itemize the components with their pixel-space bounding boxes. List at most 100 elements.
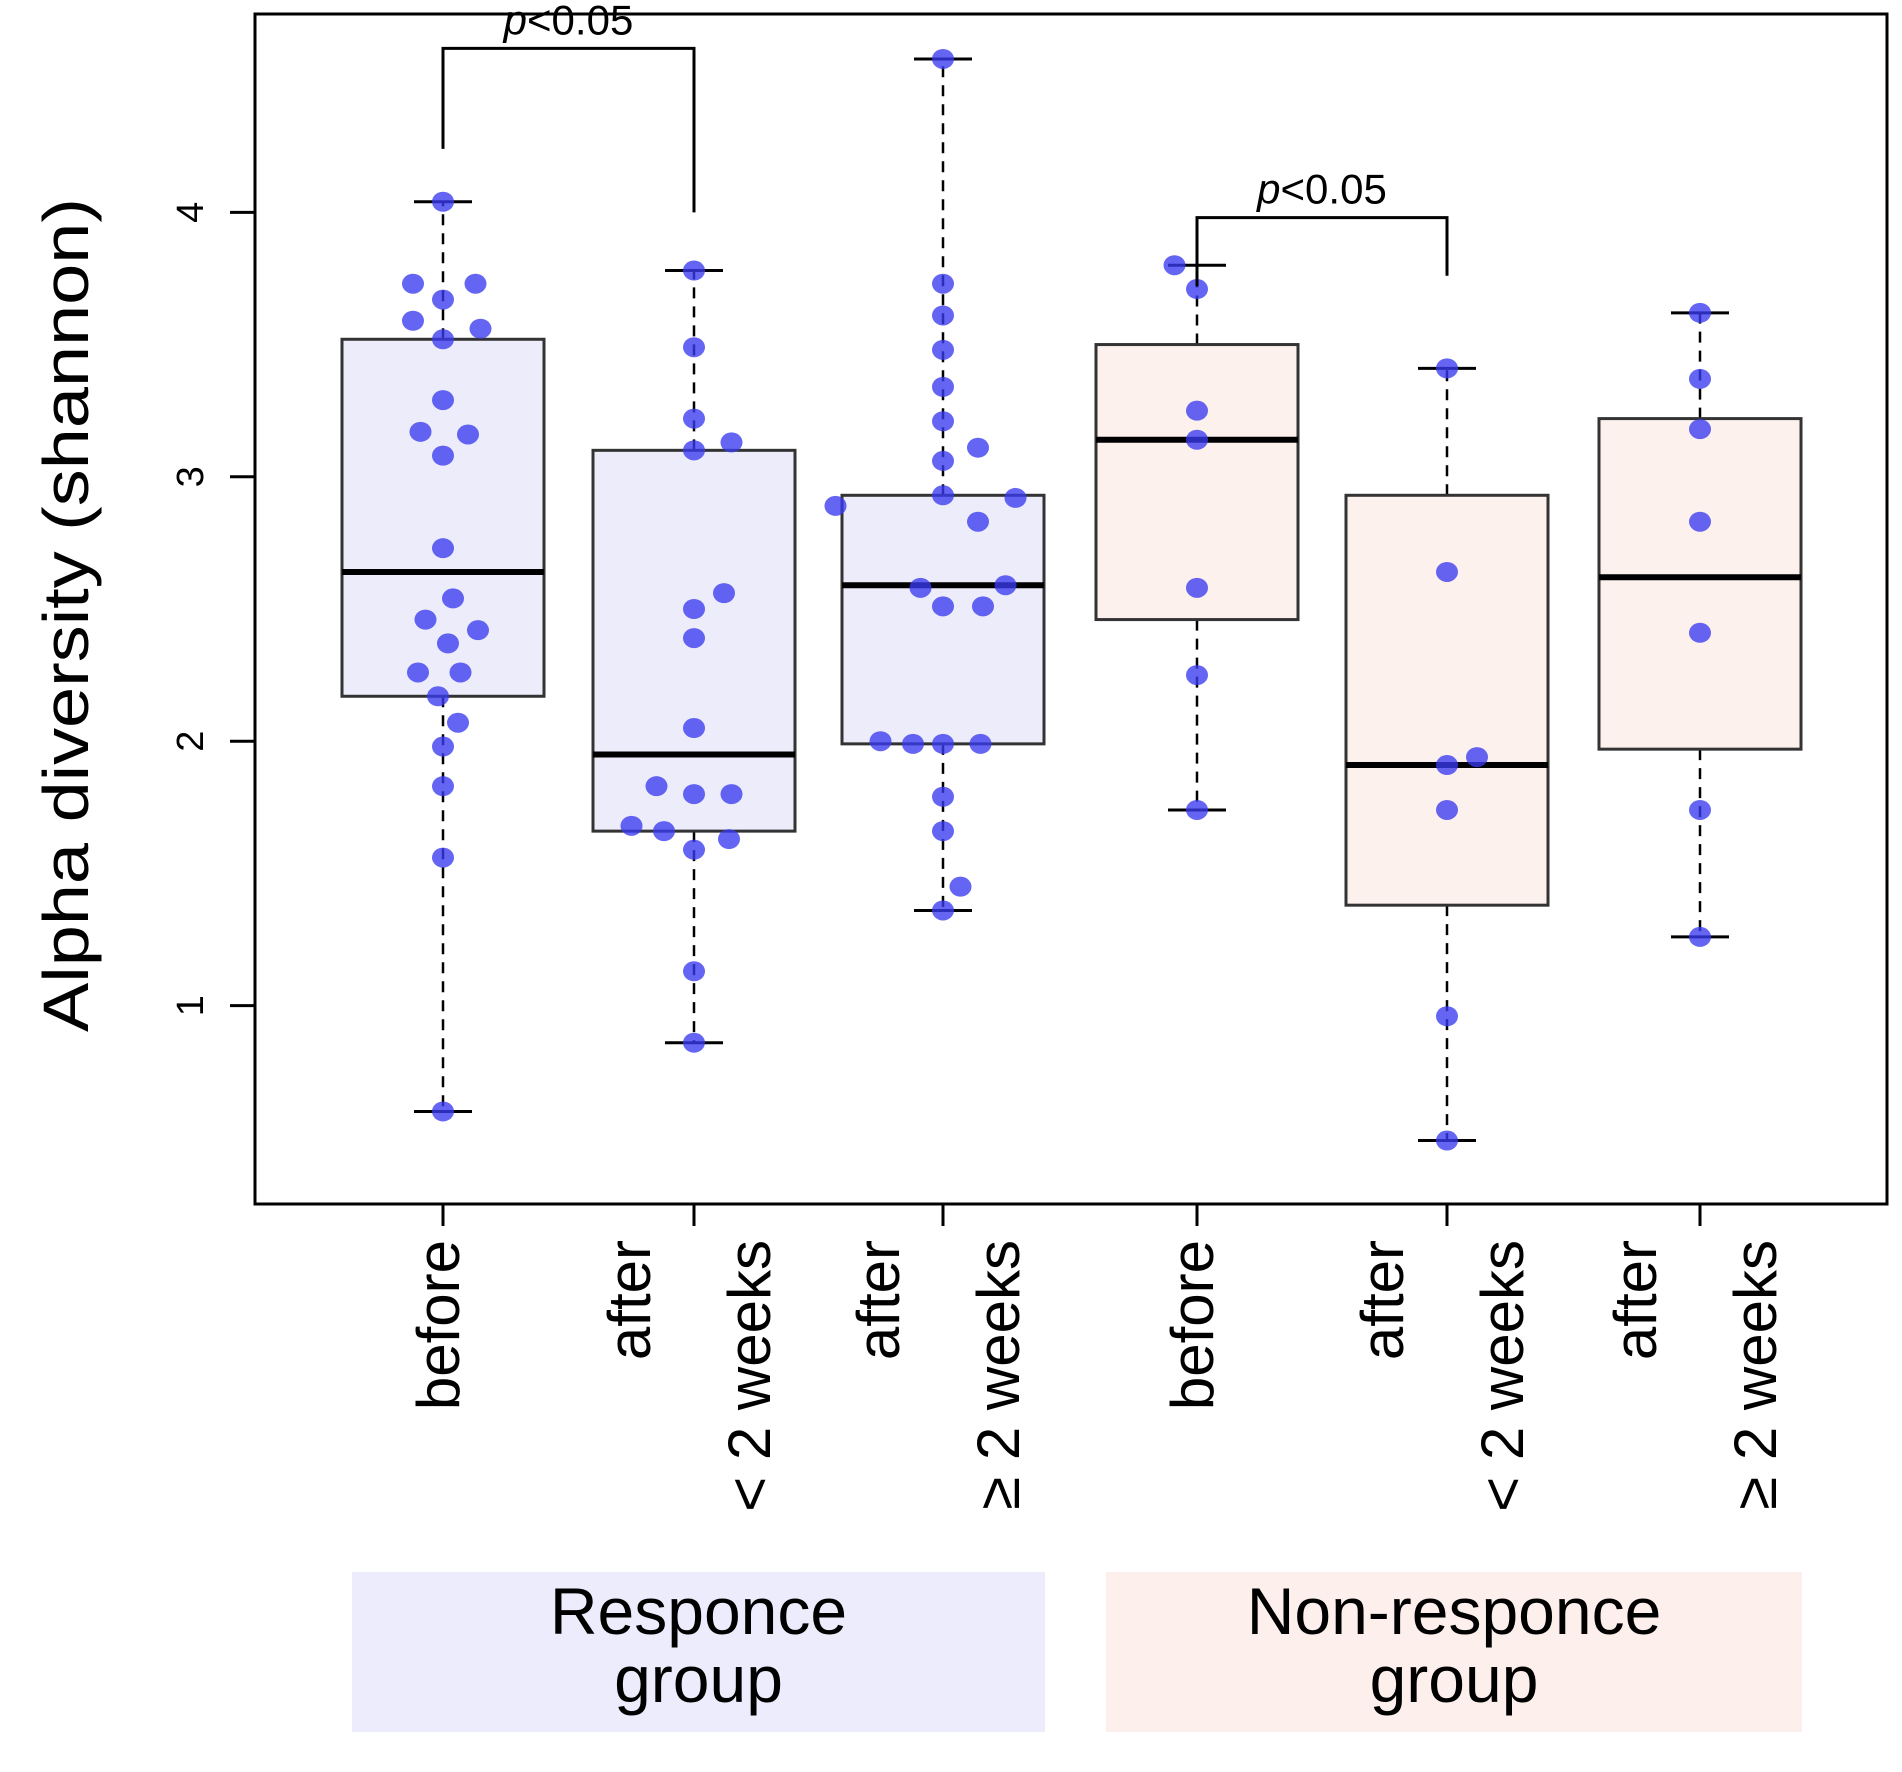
data-point [932, 733, 954, 754]
data-point [683, 408, 705, 429]
p-symbol: p [1255, 166, 1280, 213]
boxes [340, 57, 1803, 1143]
data-point [932, 786, 954, 807]
data-point [683, 628, 705, 649]
data-point [720, 784, 743, 805]
data-point [447, 712, 469, 733]
data-point [1186, 665, 1208, 686]
data-point [1163, 255, 1186, 276]
data-point [720, 432, 743, 453]
group-label-text: Non-responce [1247, 1574, 1662, 1648]
data-point [427, 686, 449, 707]
data-point [1466, 747, 1488, 768]
data-point [1186, 799, 1208, 820]
data-point [932, 485, 954, 506]
box-5 [1597, 311, 1803, 939]
p-value-label: p<0.05 [1255, 166, 1387, 213]
data-point [1689, 511, 1711, 532]
data-point [432, 289, 454, 310]
significance-brackets: p<0.05p<0.05 [441, 0, 1449, 287]
data-point [1689, 302, 1711, 323]
group-background [352, 1572, 1045, 1732]
data-point [449, 662, 472, 683]
data-point [932, 821, 954, 842]
data-point [464, 273, 487, 294]
data-point [972, 596, 994, 617]
data-point [683, 599, 705, 619]
data-point [1436, 358, 1458, 379]
data-point [994, 575, 1017, 596]
data-point [402, 310, 424, 331]
data-point [1689, 926, 1711, 947]
data-point [967, 511, 989, 532]
data-point [402, 273, 424, 294]
data-point [683, 260, 705, 281]
data-point [1004, 487, 1027, 508]
x-category-label: before [1159, 1240, 1226, 1410]
data-point [469, 318, 492, 339]
x-category-label: < 2 weeks [1469, 1240, 1536, 1512]
x-category-label: after [1349, 1240, 1416, 1360]
data-point [432, 445, 454, 466]
data-point [620, 815, 643, 836]
data-point [457, 424, 479, 445]
data-point [432, 329, 454, 350]
data-point [1186, 429, 1208, 450]
data-point [653, 821, 675, 842]
data-point [932, 376, 954, 397]
data-point [414, 609, 437, 630]
data-point [467, 620, 489, 641]
data-point [683, 784, 705, 805]
x-category-label: after [1602, 1240, 1669, 1360]
box-iqr [840, 493, 1046, 746]
data-point [932, 411, 954, 432]
data-point [442, 588, 464, 609]
data-point [432, 1101, 454, 1122]
x-category-label: < 2 weeks [716, 1240, 783, 1512]
data-point [932, 339, 954, 360]
data-point [1436, 561, 1458, 582]
box-3 [1094, 263, 1300, 812]
x-category-label: before [405, 1240, 472, 1410]
data-point [432, 847, 454, 868]
data-point [869, 731, 892, 752]
x-category-label: after [596, 1240, 663, 1360]
p-symbol: p [502, 0, 527, 43]
y-tick-label: 2 [170, 731, 212, 752]
p-value-label: p<0.05 [502, 0, 634, 43]
data-point [683, 961, 705, 982]
y-axis-label: Alpha diversity (shannon) [30, 198, 102, 1032]
box-1 [591, 269, 797, 1045]
data-point [1436, 799, 1458, 820]
p-threshold: <0.05 [527, 0, 633, 43]
box-iqr [1597, 417, 1803, 751]
significance-bracket: p<0.05 [1195, 166, 1449, 287]
data-point [932, 450, 954, 471]
data-point [407, 662, 429, 683]
data-points [402, 48, 1711, 1151]
x-category-label: ≥ 2 weeks [1722, 1240, 1789, 1510]
data-point [824, 495, 847, 516]
data-point [683, 1032, 705, 1053]
box-iqr [1094, 343, 1300, 622]
data-point [949, 876, 972, 897]
data-point [432, 736, 454, 757]
data-point [1689, 799, 1711, 820]
box-2 [840, 57, 1046, 912]
data-point [437, 633, 459, 654]
p-threshold: <0.05 [1281, 166, 1387, 213]
data-point [1689, 419, 1711, 440]
y-tick-label: 4 [170, 202, 212, 223]
significance-bracket: p<0.05 [441, 0, 696, 213]
data-point [969, 733, 992, 754]
data-point [683, 718, 705, 738]
data-point [409, 421, 432, 442]
data-point [432, 538, 454, 559]
data-point [683, 337, 705, 358]
data-point [909, 577, 932, 598]
data-point [967, 437, 989, 458]
